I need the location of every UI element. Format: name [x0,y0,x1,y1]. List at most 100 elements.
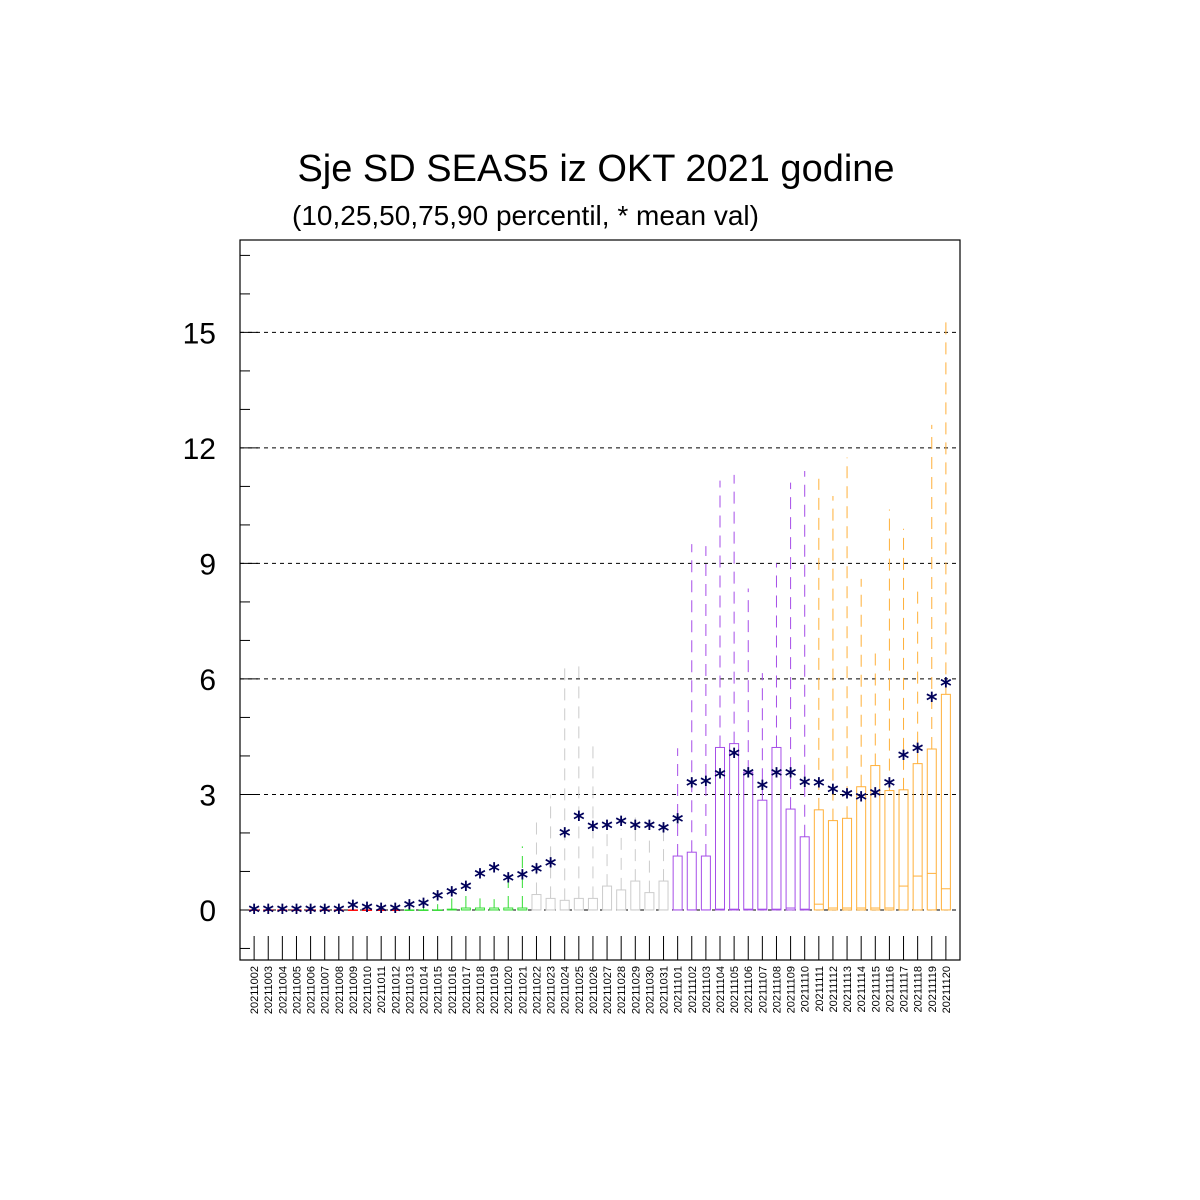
mean-marker: * [587,818,599,843]
mean-marker: * [785,764,797,789]
box-iqr [898,789,909,911]
x-tick-label: 20211102 [687,966,699,1013]
mean-marker: * [305,901,317,926]
mean-marker: * [855,789,867,814]
box-20211120 [940,315,951,911]
x-tick-label: 20211022 [531,966,543,1014]
box-iqr [715,746,725,911]
x-axis-ticks [253,936,947,960]
mean-marker: * [347,897,359,922]
box-iqr [545,897,556,911]
x-tick-label: 20211110 [800,966,812,1013]
mean-marker: * [742,764,754,789]
mean-marker: * [474,866,486,891]
mean-marker: * [390,900,402,925]
mean-marker: * [375,900,387,925]
box-20211031 [658,825,669,911]
box-20211026 [587,746,598,911]
box-20211003 [263,909,274,911]
mean-marker: * [319,901,331,926]
box-20211116 [884,509,895,911]
mean-marker: * [827,781,839,806]
x-tick-label: 20211104 [715,966,727,1013]
x-tick-label: 20211007 [320,966,332,1014]
mean-marker: * [333,901,345,926]
x-tick-label: 20211118 [913,966,925,1013]
x-tick-label: 20211016 [447,966,459,1014]
box-iqr [616,889,627,911]
x-tick-label: 20211006 [306,966,318,1014]
mean-marker: * [446,884,458,909]
x-tick-label: 20211009 [348,966,360,1014]
mean-marker: * [771,764,783,789]
mean-marker: * [291,901,303,926]
box-iqr [587,897,598,911]
box-20211111 [813,478,824,911]
x-tick-label: 20211027 [602,966,614,1014]
box-20211004 [277,909,288,911]
box-20211007 [319,909,330,911]
mean-marker: * [672,810,684,835]
mean-marker: * [488,859,500,884]
box-20211101 [672,748,683,911]
box-20211017 [460,894,471,911]
boxes [249,315,951,911]
x-tick-label: 20211012 [390,966,402,1014]
box-iqr [531,894,542,911]
box-20211010 [362,909,373,911]
y-axis-tick-labels: 0 3 6 9 12 15 [183,317,216,928]
mean-marker: * [460,878,472,903]
box-20211018 [475,898,485,911]
y-tick-label: 0 [199,895,216,928]
mean-marker: * [700,773,712,798]
box-iqr [870,765,881,911]
box-20211013 [404,908,415,911]
box-20211012 [390,909,401,911]
mean-marker: * [262,901,274,926]
box-20211109 [785,482,796,911]
box-20211117 [898,528,909,911]
box-20211027 [602,821,613,911]
mean-marker: * [531,861,543,886]
x-tick-label: 20211105 [729,966,741,1013]
mean-marker: * [940,675,952,700]
mean-markers: * * * * * * * * * * * * * * * * * * * * * *** * * * * * * ** * ***** * *… [248,675,952,926]
x-tick-label: 20211103 [701,966,713,1013]
box-iqr [926,748,937,911]
box-iqr [799,836,810,911]
box-20211113 [842,457,853,911]
box-20211009 [347,909,358,911]
mean-marker: * [502,869,514,894]
x-tick-label: 20211025 [574,966,586,1014]
mean-marker: * [559,825,571,850]
x-tick-label: 20211107 [757,966,769,1013]
y-minor-ticks [240,254,250,949]
x-tick-label: 20211015 [433,966,445,1014]
mean-marker: * [686,775,698,800]
box-iqr [573,897,584,911]
x-tick-label: 20211014 [419,966,431,1014]
x-tick-label: 20211028 [616,966,628,1014]
box-20211103 [700,546,711,911]
box-20211108 [771,563,782,911]
y-tick-label: 9 [199,548,216,581]
x-tick-label: 20211005 [291,966,303,1014]
mean-marker: * [545,855,557,880]
box-iqr [658,880,669,911]
box-iqr [729,743,740,911]
box-iqr [842,817,853,911]
mean-marker: * [884,775,896,800]
mean-marker: * [870,785,882,810]
x-tick-label: 20211030 [644,966,656,1014]
x-tick-label: 20211111 [814,966,826,1012]
box-20211118 [912,590,923,911]
box-iqr [672,855,683,911]
x-tick-label: 20211011 [376,966,388,1013]
x-tick-label: 20211010 [362,966,374,1014]
mean-marker: * [658,819,670,844]
x-tick-label: 20211031 [659,966,671,1014]
box-iqr [602,885,613,911]
box-20211102 [686,544,697,911]
box-iqr [743,771,754,911]
